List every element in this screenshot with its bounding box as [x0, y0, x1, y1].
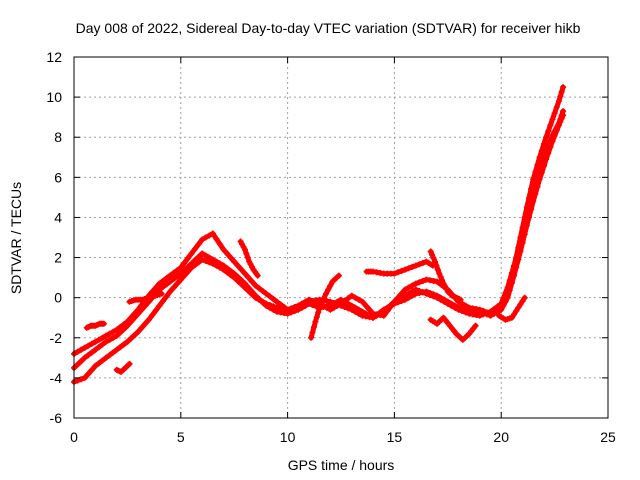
- series-markers: [427, 314, 479, 343]
- series-markers: [237, 238, 261, 279]
- x-tick-label: 20: [493, 429, 509, 445]
- series-track-3: [71, 112, 567, 385]
- series-segment-h: [427, 314, 479, 343]
- x-tick-label: 10: [280, 429, 296, 445]
- data-series: [71, 84, 567, 385]
- chart-title: Day 008 of 2022, Sidereal Day-to-day VTE…: [76, 20, 581, 36]
- series-line: [71, 108, 566, 371]
- series-segment-a: [83, 320, 107, 331]
- y-tick-label: 10: [46, 89, 62, 105]
- x-axis-label: GPS time / hours: [288, 457, 395, 473]
- series-markers: [427, 248, 464, 303]
- x-tick-label: 5: [177, 429, 185, 445]
- y-tick-label: 8: [54, 129, 62, 145]
- series-markers: [308, 272, 342, 341]
- series-segment-f: [363, 258, 436, 277]
- series-markers: [71, 108, 567, 371]
- y-tick-label: 0: [54, 290, 62, 306]
- y-tick-label: 12: [46, 49, 62, 65]
- series-segment-d: [237, 238, 261, 279]
- y-tick-label: 6: [54, 169, 62, 185]
- x-tick-labels: 0 5 10 15 20 25: [70, 429, 616, 445]
- series-segment-e: [308, 272, 342, 341]
- series-line: [71, 112, 566, 385]
- y-tick-label: 4: [54, 209, 62, 225]
- x-tick-label: 25: [600, 429, 616, 445]
- x-tick-label: 15: [387, 429, 403, 445]
- series-line: [428, 315, 479, 343]
- grid-lines: [74, 57, 608, 418]
- y-tick-label: -4: [50, 370, 63, 386]
- y-tick-label: 2: [54, 250, 62, 266]
- y-axis-label: SDTVAR / TECUs: [8, 182, 24, 294]
- series-markers: [71, 112, 567, 385]
- series-segment-c: [126, 290, 165, 305]
- series-markers: [126, 290, 165, 305]
- series-markers: [363, 258, 436, 277]
- y-tick-label: -6: [50, 410, 63, 426]
- series-track-2: [71, 108, 567, 371]
- series-markers: [496, 294, 528, 323]
- y-tick-label: -2: [50, 330, 63, 346]
- series-segment-b: [113, 360, 133, 375]
- plot-frame: [73, 56, 609, 419]
- y-tick-labels: -6 -4 -2 0 2 4 6 8 10 12: [46, 49, 62, 426]
- series-markers: [113, 360, 133, 375]
- series-segment-i: [496, 294, 528, 323]
- axis-ticks: [73, 56, 609, 419]
- series-segment-g: [427, 248, 464, 303]
- series-markers: [83, 320, 107, 331]
- x-tick-label: 0: [70, 429, 78, 445]
